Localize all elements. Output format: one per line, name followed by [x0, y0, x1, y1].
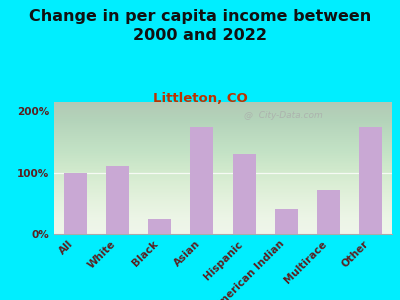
- Bar: [232, 154, 256, 234]
- Bar: [148, 219, 171, 234]
- Bar: [275, 209, 298, 234]
- Bar: [317, 190, 340, 234]
- Text: Change in per capita income between
2000 and 2022: Change in per capita income between 2000…: [29, 9, 371, 43]
- Text: Littleton, CO: Littleton, CO: [153, 92, 247, 104]
- Text: @  City-Data.com: @ City-Data.com: [244, 111, 323, 120]
- Bar: [190, 127, 214, 234]
- Bar: [106, 167, 129, 234]
- Bar: [359, 127, 382, 234]
- Bar: [64, 172, 87, 234]
